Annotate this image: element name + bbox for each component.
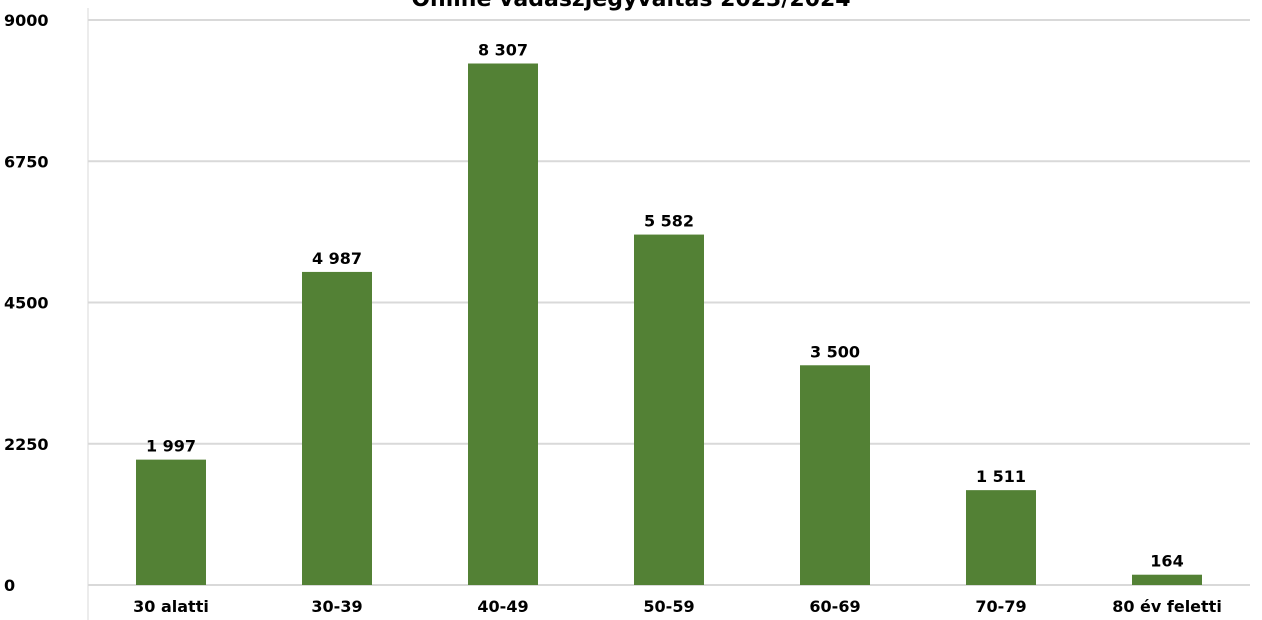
data-label: 8 307 <box>478 41 528 60</box>
y-tick-label: 6750 <box>4 152 49 171</box>
bar <box>1132 574 1202 585</box>
bar <box>634 234 704 585</box>
y-tick-label: 0 <box>4 576 15 595</box>
category-label: 80 év feletti <box>1112 597 1222 616</box>
data-label: 1 511 <box>976 467 1026 486</box>
y-tick-label: 4500 <box>4 294 49 313</box>
data-labels: 1 997 4 987 8 307 5 582 3 500 1 511 164 <box>146 41 1184 571</box>
category-label: 30 alatti <box>133 597 209 616</box>
category-label: 60-69 <box>809 597 860 616</box>
category-label: 30-39 <box>311 597 362 616</box>
x-axis-categories: 30 alatti 30-39 40-49 50-59 60-69 70-79 80 év … <box>133 597 1222 616</box>
data-label: 5 582 <box>644 212 694 231</box>
bars <box>136 63 1202 585</box>
chart-title: Online vadászjegyváltás 2023/2024 <box>411 0 850 12</box>
data-label: 164 <box>1150 552 1183 571</box>
y-axis-ticks: 0 2250 4500 6750 9000 <box>4 11 49 595</box>
y-tick-label: 2250 <box>4 435 49 454</box>
data-label: 3 500 <box>810 342 860 361</box>
category-label: 70-79 <box>975 597 1026 616</box>
bar <box>136 459 206 585</box>
category-label: 50-59 <box>643 597 694 616</box>
data-label: 1 997 <box>146 437 196 456</box>
category-label: 40-49 <box>477 597 528 616</box>
bar <box>966 490 1036 585</box>
data-label: 4 987 <box>312 249 362 268</box>
y-tick-label: 9000 <box>4 11 49 30</box>
bar <box>468 63 538 585</box>
bar <box>302 271 372 585</box>
bar <box>800 365 870 585</box>
